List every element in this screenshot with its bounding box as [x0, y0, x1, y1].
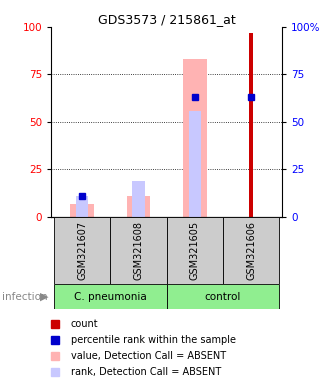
Text: GSM321607: GSM321607 — [77, 221, 87, 280]
Text: count: count — [71, 319, 99, 329]
Text: control: control — [205, 291, 241, 302]
Text: ▶: ▶ — [40, 291, 49, 302]
Bar — [223, 217, 279, 284]
Bar — [189, 111, 201, 217]
Bar — [76, 196, 88, 217]
Bar — [132, 181, 145, 217]
Bar — [54, 217, 110, 284]
Title: GDS3573 / 215861_at: GDS3573 / 215861_at — [98, 13, 236, 26]
Text: GSM321606: GSM321606 — [246, 221, 256, 280]
Bar — [70, 204, 94, 217]
Text: GSM321605: GSM321605 — [190, 221, 200, 280]
Text: C. pneumonia: C. pneumonia — [74, 291, 147, 302]
Text: percentile rank within the sample: percentile rank within the sample — [71, 335, 236, 345]
Bar — [167, 284, 279, 309]
Text: infection: infection — [2, 291, 47, 302]
Text: rank, Detection Call = ABSENT: rank, Detection Call = ABSENT — [71, 367, 221, 377]
Bar — [183, 59, 207, 217]
Bar — [110, 217, 167, 284]
Bar — [167, 217, 223, 284]
Text: value, Detection Call = ABSENT: value, Detection Call = ABSENT — [71, 351, 226, 361]
Bar — [249, 33, 253, 217]
Bar — [54, 284, 167, 309]
Text: GSM321608: GSM321608 — [133, 221, 144, 280]
Bar — [127, 196, 150, 217]
